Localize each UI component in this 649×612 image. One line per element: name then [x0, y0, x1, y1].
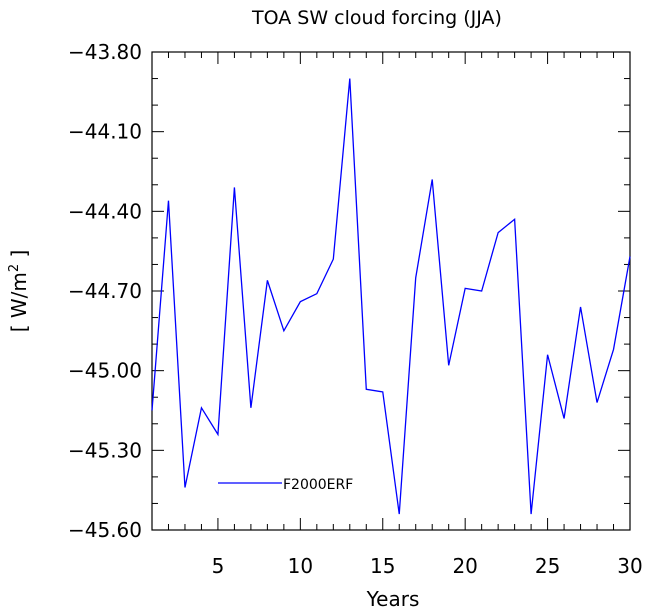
x-tick-labels: 5 10 15 20 25 30: [212, 554, 643, 578]
y-tick-label: −45.30: [68, 438, 142, 462]
y-axis-label: [ W/m2 ]: [7, 250, 31, 333]
chart-title: TOA SW cloud forcing (JJA): [251, 7, 502, 29]
x-axis-label: Years: [366, 587, 420, 611]
x-tick-label: 5: [212, 554, 225, 578]
y-tick-labels: −43.80 −44.10 −44.40 −44.70 −45.00 −45.30 −45.…: [68, 40, 142, 542]
x-tick-label: 20: [452, 554, 477, 578]
y-axis-label-main: [ W/m: [7, 272, 31, 332]
y-tick-label: −43.80: [68, 40, 142, 64]
y-tick-label: −45.00: [68, 359, 142, 383]
legend-label-f2000erf: F2000ERF: [283, 477, 353, 493]
legend: F2000ERF: [218, 477, 353, 493]
y-tick-label: −45.60: [68, 518, 142, 542]
y-axis-label-superscript: 2: [7, 264, 22, 272]
x-tick-label: 15: [370, 554, 395, 578]
y-axis-label-end: ]: [7, 250, 31, 264]
x-tick-label: 25: [535, 554, 560, 578]
x-tick-label: 10: [288, 554, 313, 578]
x-tick-label: 30: [617, 554, 642, 578]
axis-ticks: [151, 51, 631, 531]
y-tick-label: −44.40: [68, 199, 142, 223]
series-line-f2000erf: [151, 78, 631, 515]
series-layer: [151, 78, 631, 515]
plot-frame: [151, 51, 631, 531]
y-tick-label: −44.70: [68, 279, 142, 303]
y-tick-label: −44.10: [68, 120, 142, 144]
